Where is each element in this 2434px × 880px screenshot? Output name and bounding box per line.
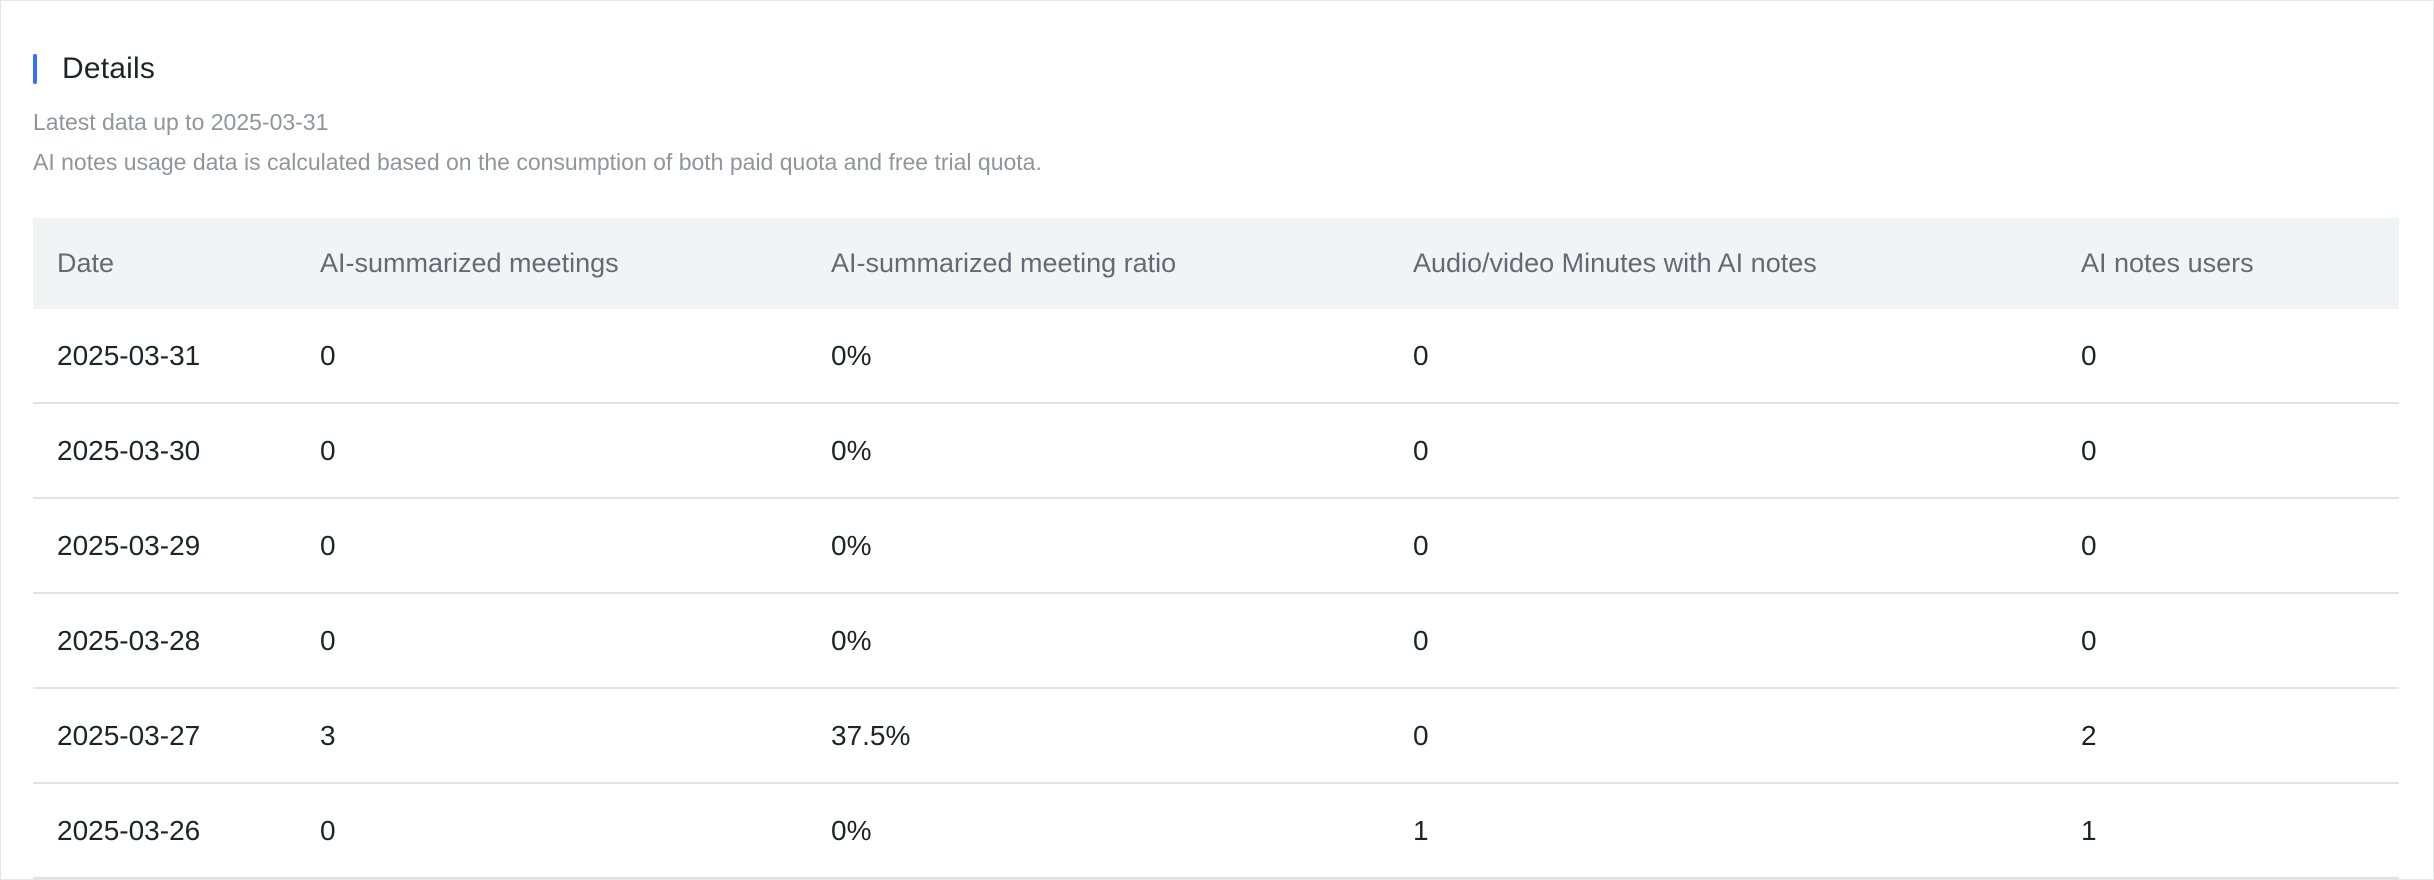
column-header-av-minutes-with-ai-notes: Audio/video Minutes with AI notes: [1413, 248, 1817, 278]
cell-ai-summarized-meeting-ratio: 0%: [831, 529, 872, 561]
table-row: 2025-03-31 0 0% 0 0: [33, 309, 2399, 404]
column-header-ai-summarized-meetings: AI-summarized meetings: [320, 248, 619, 278]
table-header: Date AI-summarized meetings AI-summarize…: [33, 218, 2399, 309]
table-row: 2025-03-26 0 0% 1 1: [33, 784, 2399, 879]
cell-ai-summarized-meeting-ratio: 0%: [831, 624, 872, 656]
cell-av-minutes-with-ai-notes: 1: [1413, 814, 1429, 846]
usage-calculation-note: AI notes usage data is calculated based …: [33, 149, 1042, 175]
table-row: 2025-03-29 0 0% 0 0: [33, 499, 2399, 594]
cell-ai-summarized-meeting-ratio: 0%: [831, 339, 872, 371]
cell-ai-summarized-meeting-ratio: 0%: [831, 434, 872, 466]
cell-av-minutes-with-ai-notes: 0: [1413, 529, 1429, 561]
cell-date: 2025-03-27: [57, 719, 201, 751]
cell-date: 2025-03-26: [57, 814, 201, 846]
cell-ai-summarized-meetings: 0: [320, 624, 336, 656]
cell-date: 2025-03-30: [57, 434, 201, 466]
cell-ai-notes-users: 2: [2081, 719, 2097, 751]
cell-av-minutes-with-ai-notes: 0: [1413, 624, 1429, 656]
cell-av-minutes-with-ai-notes: 0: [1413, 719, 1429, 751]
section-accent-bar: [33, 54, 37, 84]
cell-ai-notes-users: 1: [2081, 814, 2097, 846]
details-table: Date AI-summarized meetings AI-summarize…: [33, 218, 2399, 879]
cell-date: 2025-03-28: [57, 624, 201, 656]
cell-ai-summarized-meetings: 0: [320, 339, 336, 371]
cell-ai-notes-users: 0: [2081, 529, 2097, 561]
section-header: Details: [33, 51, 155, 87]
cell-ai-summarized-meetings: 0: [320, 529, 336, 561]
cell-date: 2025-03-31: [57, 339, 201, 371]
table-row: 2025-03-30 0 0% 0 0: [33, 404, 2399, 499]
cell-av-minutes-with-ai-notes: 0: [1413, 434, 1429, 466]
cell-ai-notes-users: 0: [2081, 434, 2097, 466]
table-row: 2025-03-28 0 0% 0 0: [33, 594, 2399, 689]
cell-ai-notes-users: 0: [2081, 339, 2097, 371]
cell-ai-summarized-meeting-ratio: 0%: [831, 814, 872, 846]
cell-ai-summarized-meeting-ratio: 37.5%: [831, 719, 911, 751]
column-header-date: Date: [57, 248, 115, 278]
cell-ai-summarized-meetings: 0: [320, 814, 336, 846]
cell-date: 2025-03-29: [57, 529, 201, 561]
table-row: 2025-03-27 3 37.5% 0 2: [33, 689, 2399, 784]
column-header-ai-notes-users: AI notes users: [2081, 248, 2254, 278]
cell-ai-notes-users: 0: [2081, 624, 2097, 656]
cell-ai-summarized-meetings: 0: [320, 434, 336, 466]
section-title: Details: [62, 52, 156, 85]
cell-av-minutes-with-ai-notes: 0: [1413, 339, 1429, 371]
cell-ai-summarized-meetings: 3: [320, 719, 336, 751]
column-header-ai-summarized-meeting-ratio: AI-summarized meeting ratio: [831, 248, 1177, 278]
latest-data-date-note: Latest data up to 2025-03-31: [33, 109, 329, 135]
